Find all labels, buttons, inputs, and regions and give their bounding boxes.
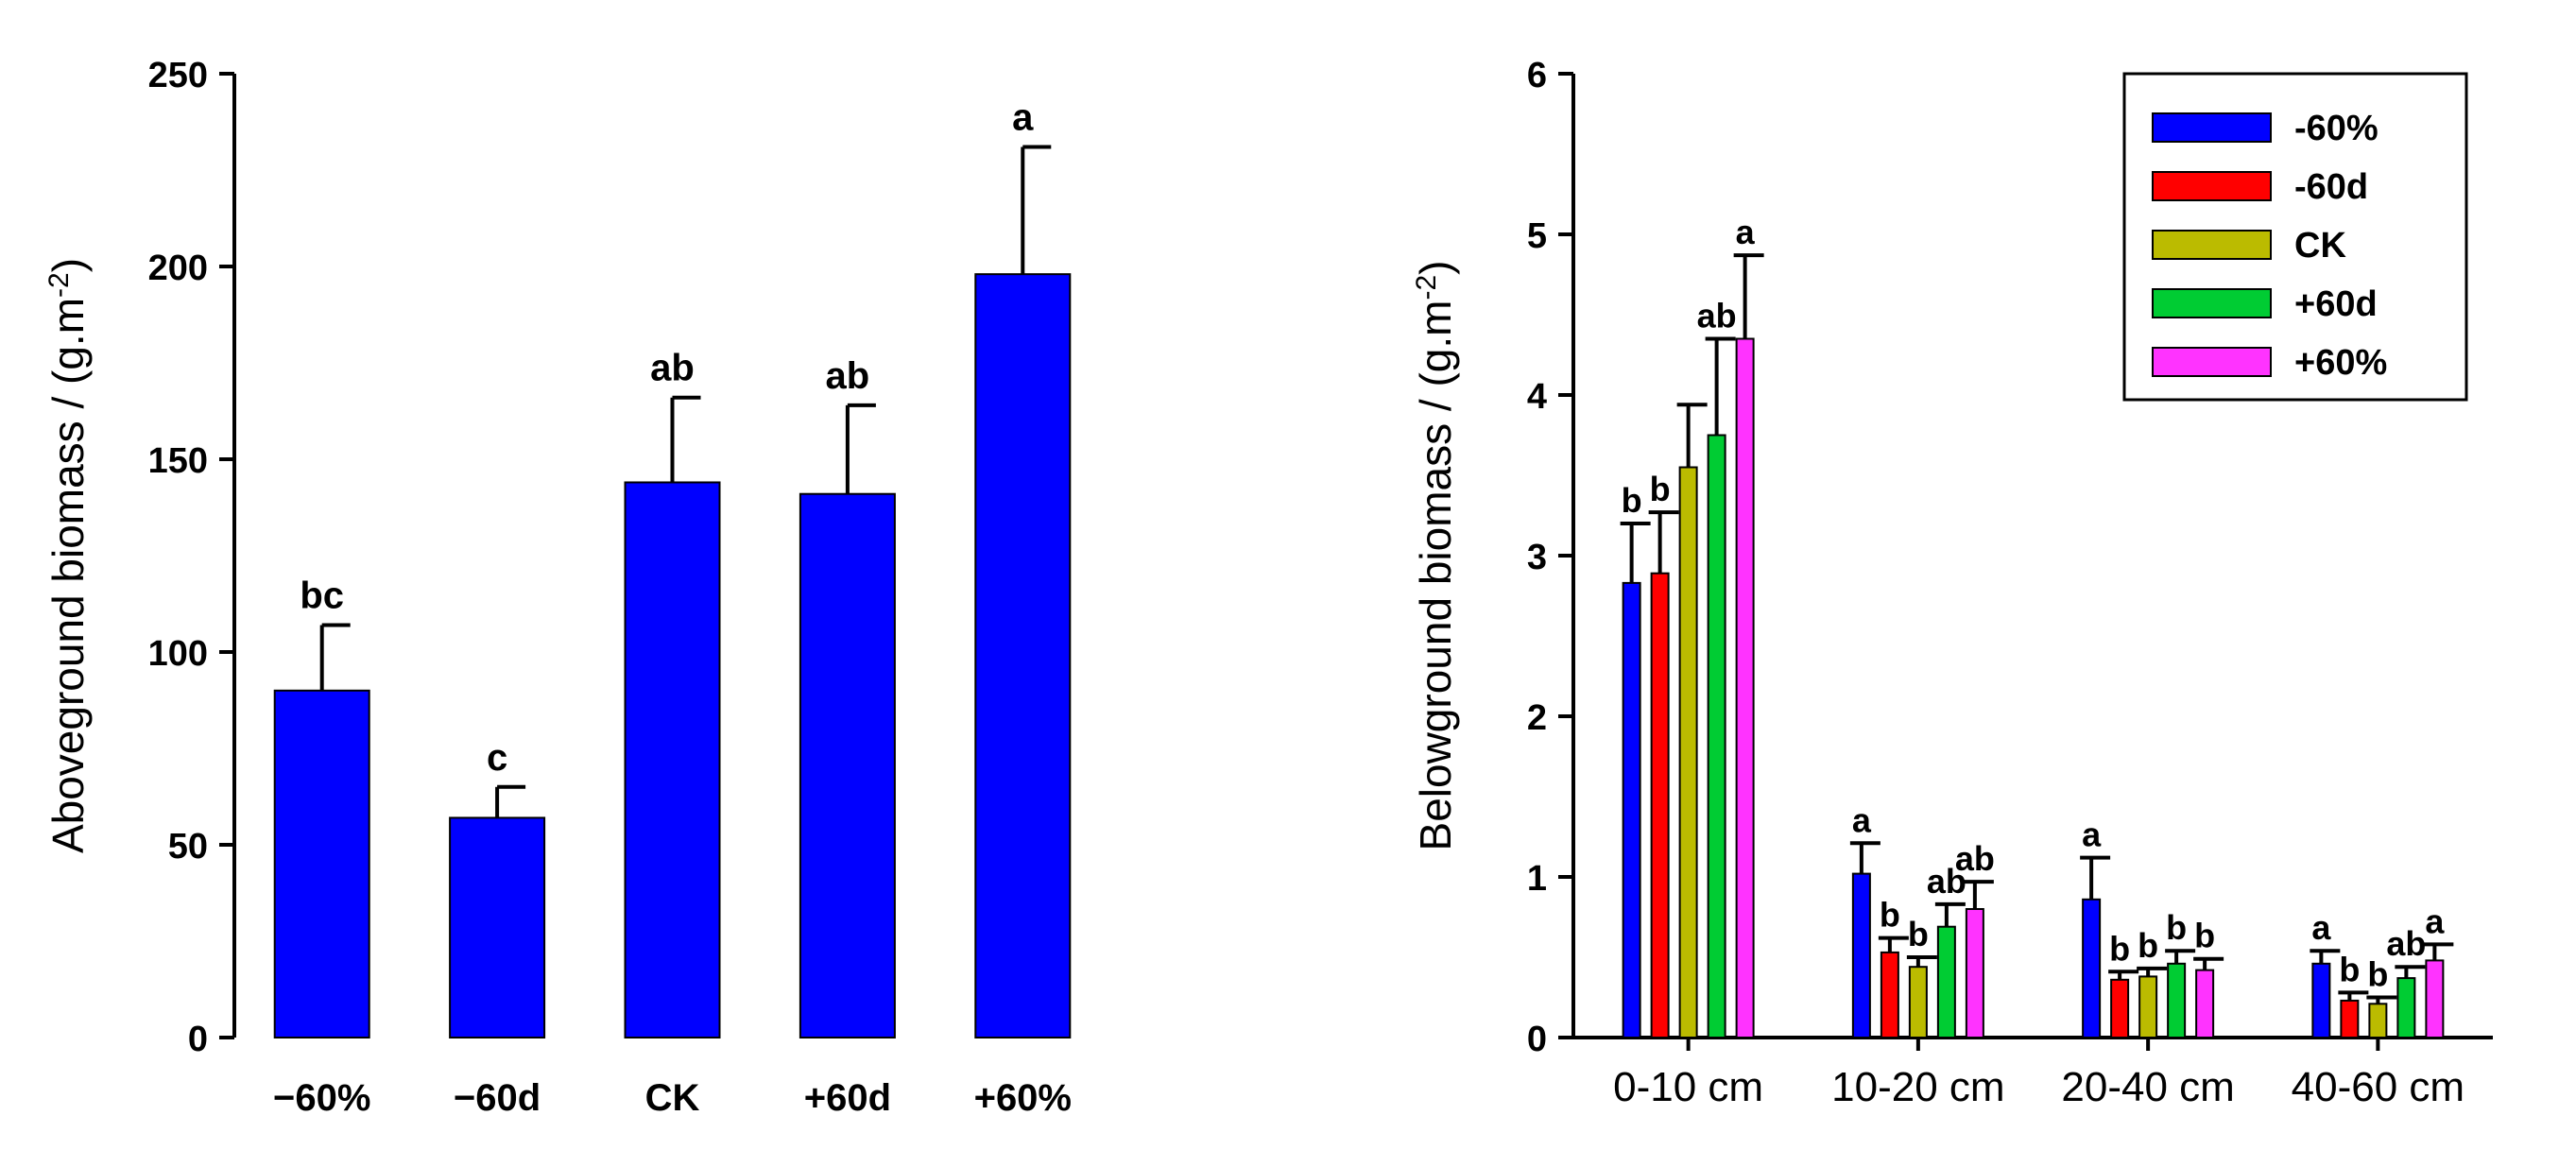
bar [2110,978,2130,1039]
legend-swatch [2152,347,2272,377]
y-tick-label: 5 [1527,216,1547,256]
bar [2340,999,2360,1039]
bar [799,492,896,1038]
y-tick-label: 3 [1527,538,1547,577]
significance-label: ab [650,348,695,389]
y-tick-label: 0 [188,1020,208,1059]
legend-swatch [2152,112,2272,143]
bar [1908,966,1928,1039]
y-tick-label: 150 [148,441,208,481]
y-tick-label: 100 [148,634,208,674]
y-axis-label-superscript: -2 [43,272,75,298]
legend-label: +60d [2294,284,2378,324]
bar [1965,908,1984,1038]
y-axis-label-main: Aboveground biomass / (g.m [43,298,93,853]
bar [2368,1003,2388,1039]
bar [1880,951,1899,1039]
x-tick-label: +60d [804,1077,891,1119]
significance-label: bc [300,575,344,616]
legend-swatch [2152,288,2272,318]
significance-label: b [2109,929,2130,968]
legend: -60% -60d CK +60d +60% [2122,72,2468,402]
bar [974,273,1072,1039]
significance-label: a [2425,901,2445,940]
significance-label: b [1622,481,1642,520]
significance-label: a [2082,815,2102,854]
legend-label: -60d [2294,167,2368,207]
significance-label: a [2311,908,2331,947]
y-tick-label: 200 [148,249,208,288]
bar [1735,337,1755,1038]
y-axis-label-superscript: -2 [1411,275,1442,300]
bar [2082,898,2102,1038]
y-tick-label: 2 [1527,698,1547,738]
significance-label: ab [1697,297,1737,335]
bar [2425,959,2445,1039]
legend-swatch [2152,230,2272,260]
bar [449,816,546,1038]
bar [1678,466,1698,1038]
significance-label: a [1852,800,1872,839]
legend-swatch [2152,171,2272,201]
legend-label: -60% [2294,109,2379,148]
bar [624,481,721,1039]
significance-label: a [1736,213,1756,251]
y-tick-label: 6 [1527,56,1547,95]
y-tick-label: 0 [1527,1020,1547,1059]
bar [2195,969,2215,1038]
significance-label: c [487,737,507,779]
bar [1650,572,1670,1038]
y-axis-label-tail: ) [1411,261,1460,275]
significance-label: ab [1955,839,1995,878]
significance-label: b [2138,926,2158,965]
x-tick-label: +60% [974,1077,1072,1119]
y-axis-label: Belowground biomass / (g.m-2) [1411,261,1460,851]
significance-label: b [2166,908,2187,947]
legend-label: +60% [2294,343,2387,383]
y-axis-label-main: Belowground biomass / (g.m [1411,300,1460,851]
y-tick-label: 4 [1527,377,1547,417]
y-tick-label: 1 [1527,859,1547,899]
x-tick-label: 20-40 cm [2061,1064,2234,1110]
x-tick-label: CK [645,1077,700,1119]
y-tick-label: 250 [148,56,208,95]
x-tick-label: 40-60 cm [2292,1064,2464,1110]
bar [273,689,370,1038]
legend-label: CK [2294,226,2346,266]
x-tick-label: 10-20 cm [1831,1064,2004,1110]
significance-label: b [1880,896,1900,935]
bar [2396,977,2416,1038]
bar [2138,975,2158,1039]
significance-label: a [1012,97,1034,139]
y-tick-label: 50 [168,827,208,867]
bar [1707,434,1726,1038]
significance-label: b [2339,950,2360,988]
x-tick-label: 0-10 cm [1613,1064,1763,1110]
significance-label: b [1650,470,1671,508]
significance-label: ab [1927,862,1966,901]
bar [2311,962,2331,1038]
aboveground-biomass-chart: 0 50 100 150 200 250 bc −60% c −60d ab CK ab +60d a +60… [43,56,1072,1119]
y-axis-label-tail: ) [43,258,93,272]
significance-label: b [1908,915,1929,953]
x-tick-label: −60d [454,1077,541,1119]
bar [1851,872,1871,1038]
bar [1936,925,1956,1039]
significance-label: b [2367,955,2388,994]
significance-label: b [2194,917,2215,955]
bar [1622,581,1641,1039]
significance-label: ab [826,355,870,397]
bar [2167,962,2187,1038]
x-tick-label: −60% [273,1077,370,1119]
significance-label: ab [2386,924,2426,963]
y-axis-label: Aboveground biomass / (g.m-2) [43,258,93,853]
